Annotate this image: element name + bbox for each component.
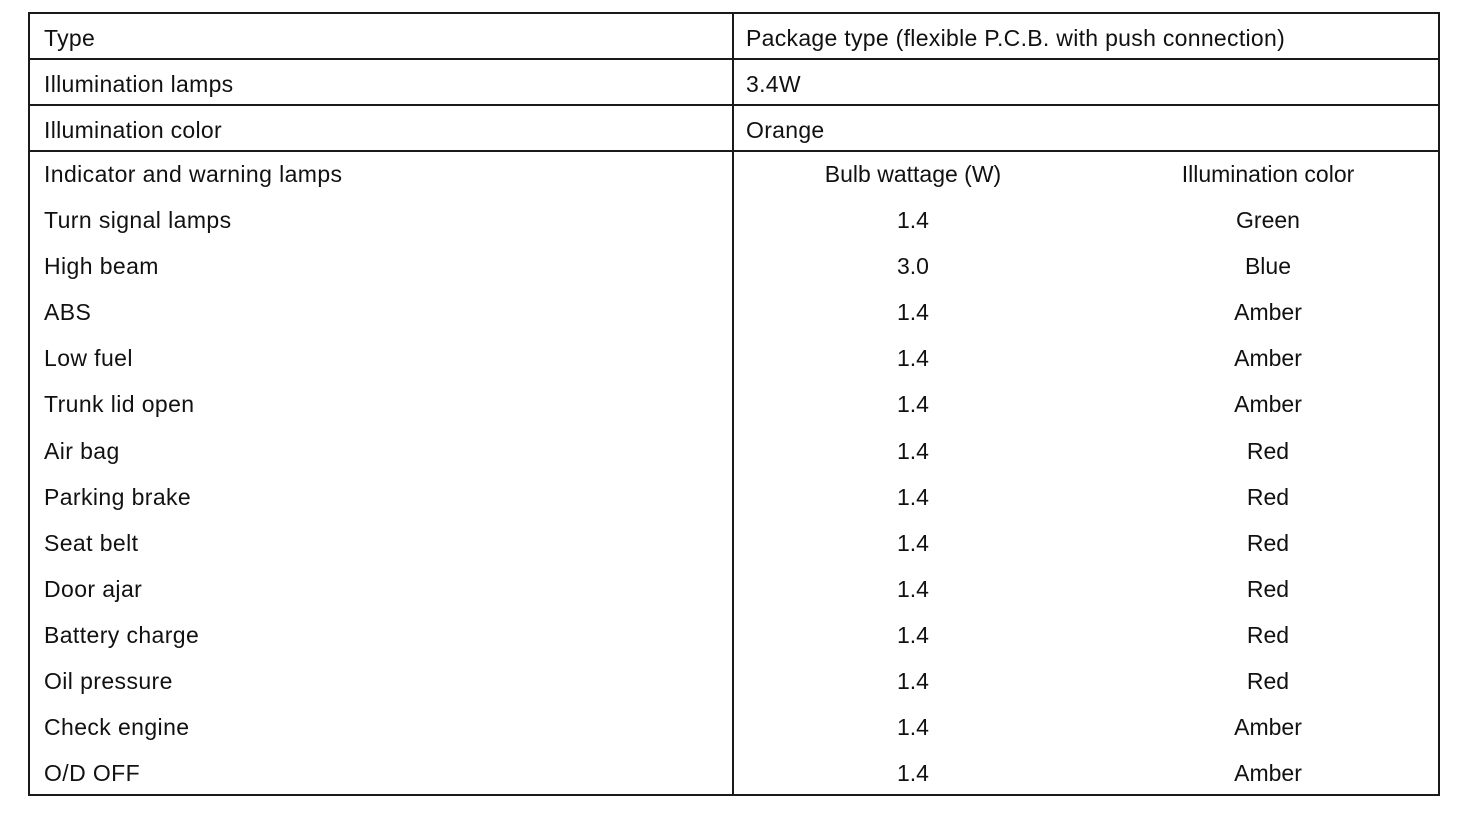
indicator-name: Parking brake bbox=[44, 483, 192, 510]
indicator-color: Red bbox=[1246, 437, 1290, 464]
indicator-color: Red bbox=[1246, 483, 1290, 510]
indicator-wattage: 1.4 bbox=[897, 714, 929, 741]
table-row: Oil pressure 1.4 Red bbox=[30, 667, 1438, 713]
indicator-name: Low fuel bbox=[44, 345, 133, 372]
indicator-color: Amber bbox=[1234, 299, 1302, 326]
table-row: Door ajar 1.4 Red bbox=[30, 575, 1438, 621]
indicator-color: Amber bbox=[1234, 760, 1302, 787]
indicator-wattage: 1.4 bbox=[897, 207, 929, 234]
indicator-wattage: 1.4 bbox=[897, 621, 929, 648]
indicator-color: Red bbox=[1246, 529, 1290, 556]
table-row: Battery charge 1.4 Red bbox=[30, 621, 1438, 667]
indicator-list: Turn signal lamps 1.4 Green High beam 3.0 Blu… bbox=[30, 206, 1438, 805]
indicator-name: Oil pressure bbox=[44, 668, 173, 695]
table-row: High beam 3.0 Blue bbox=[30, 252, 1438, 298]
table-row: Seat belt 1.4 Red bbox=[30, 529, 1438, 575]
indicator-color: Blue bbox=[1244, 253, 1292, 280]
row-divider bbox=[30, 150, 1438, 152]
indicator-wattage: 1.4 bbox=[897, 575, 929, 602]
illumination-lamps-label: Illumination lamps bbox=[44, 71, 234, 97]
table-row: Check engine 1.4 Amber bbox=[30, 713, 1438, 759]
type-label: Type bbox=[44, 25, 96, 51]
indicator-wattage: 1.4 bbox=[897, 299, 929, 326]
indicator-wattage: 1.4 bbox=[897, 760, 929, 787]
specification-table: Type Package type (flexible P.C.B. with … bbox=[28, 12, 1440, 796]
indicator-color: Red bbox=[1246, 575, 1290, 602]
table-row: Air bag 1.4 Red bbox=[30, 437, 1438, 483]
indicator-color: Red bbox=[1246, 668, 1290, 695]
indicator-name: Battery charge bbox=[44, 621, 200, 648]
illumination-color-value: Orange bbox=[746, 117, 825, 143]
table-row: O/D OFF 1.4 Amber bbox=[30, 759, 1438, 805]
indicator-name: Seat belt bbox=[44, 529, 139, 556]
indicator-wattage: 3.0 bbox=[897, 253, 929, 280]
indicator-header-label: Indicator and warning lamps bbox=[44, 161, 343, 187]
indicator-name: ABS bbox=[44, 299, 92, 326]
indicator-name: Turn signal lamps bbox=[44, 207, 232, 234]
indicator-name: Trunk lid open bbox=[44, 391, 195, 418]
indicator-header-row: Indicator and warning lamps Bulb wattage… bbox=[30, 160, 1438, 206]
indicator-name: Door ajar bbox=[44, 575, 143, 602]
color-column-header: Illumination color bbox=[1181, 161, 1355, 187]
table-row: Turn signal lamps 1.4 Green bbox=[30, 206, 1438, 252]
indicator-wattage: 1.4 bbox=[897, 345, 929, 372]
row-divider bbox=[30, 104, 1438, 106]
indicator-wattage: 1.4 bbox=[897, 529, 929, 556]
indicator-name: Check engine bbox=[44, 714, 190, 741]
row-divider bbox=[30, 58, 1438, 60]
indicator-name: High beam bbox=[44, 253, 159, 280]
indicator-color: Green bbox=[1236, 207, 1300, 234]
indicator-color: Amber bbox=[1234, 345, 1302, 372]
column-divider bbox=[732, 14, 734, 794]
indicator-wattage: 1.4 bbox=[897, 483, 929, 510]
illumination-lamps-value: 3.4W bbox=[746, 71, 801, 97]
table-row: Trunk lid open 1.4 Amber bbox=[30, 390, 1438, 436]
indicator-color: Amber bbox=[1234, 714, 1302, 741]
table-row: Parking brake 1.4 Red bbox=[30, 483, 1438, 529]
table-row: ABS 1.4 Amber bbox=[30, 298, 1438, 344]
indicator-section: Indicator and warning lamps Bulb wattage… bbox=[30, 160, 1438, 805]
indicator-wattage: 1.4 bbox=[897, 391, 929, 418]
indicator-color: Red bbox=[1246, 621, 1290, 648]
indicator-name: Air bag bbox=[44, 437, 120, 464]
illumination-color-label: Illumination color bbox=[44, 117, 222, 143]
type-value: Package type (flexible P.C.B. with push … bbox=[746, 25, 1286, 51]
indicator-wattage: 1.4 bbox=[897, 668, 929, 695]
wattage-column-header: Bulb wattage (W) bbox=[824, 161, 1002, 187]
indicator-color: Amber bbox=[1234, 391, 1302, 418]
table-row: Low fuel 1.4 Amber bbox=[30, 344, 1438, 390]
indicator-name: O/D OFF bbox=[44, 760, 141, 787]
indicator-wattage: 1.4 bbox=[897, 437, 929, 464]
